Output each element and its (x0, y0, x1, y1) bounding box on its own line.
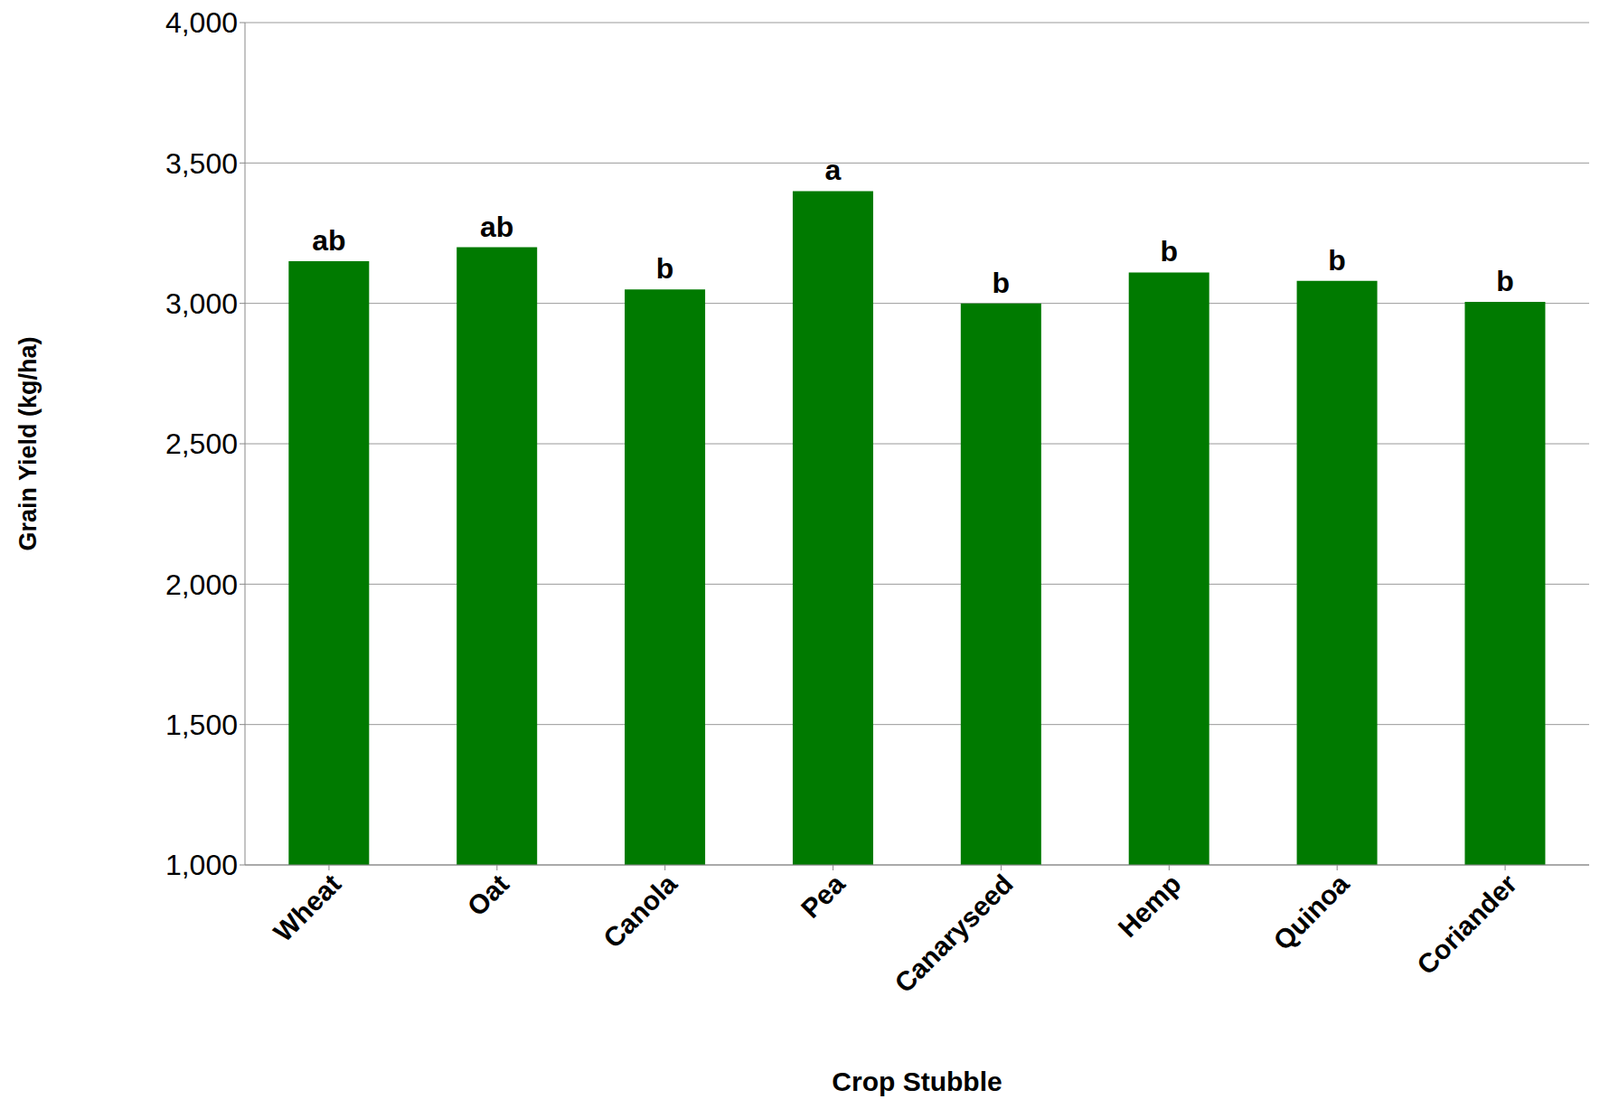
svg-text:b: b (992, 266, 1011, 300)
svg-text:Coriander: Coriander (1411, 868, 1524, 981)
svg-text:Canola: Canola (597, 868, 683, 954)
svg-text:Wheat: Wheat (267, 868, 347, 948)
svg-text:2,500: 2,500 (165, 427, 238, 461)
svg-text:1,000: 1,000 (165, 848, 238, 882)
svg-text:Grain Yield (kg/ha): Grain Yield (kg/ha) (14, 336, 42, 551)
svg-text:a: a (825, 153, 842, 187)
svg-text:ab: ab (480, 210, 514, 244)
svg-text:b: b (656, 252, 675, 285)
svg-text:4,000: 4,000 (165, 6, 238, 39)
svg-text:Oat: Oat (461, 868, 515, 923)
svg-text:Crop Stubble: Crop Stubble (831, 1066, 1002, 1097)
svg-text:b: b (1159, 235, 1178, 268)
svg-text:Pea: Pea (795, 868, 851, 924)
svg-text:3,000: 3,000 (165, 287, 238, 320)
svg-text:Hemp: Hemp (1111, 868, 1186, 943)
svg-text:b: b (1327, 244, 1346, 277)
svg-text:b: b (1496, 264, 1515, 298)
svg-text:3,500: 3,500 (165, 147, 238, 180)
svg-text:Canaryseed: Canaryseed (888, 868, 1019, 999)
svg-text:1,500: 1,500 (165, 708, 238, 742)
svg-text:Quinoa: Quinoa (1267, 868, 1356, 957)
svg-text:2,000: 2,000 (165, 568, 238, 602)
svg-text:ab: ab (311, 224, 346, 257)
